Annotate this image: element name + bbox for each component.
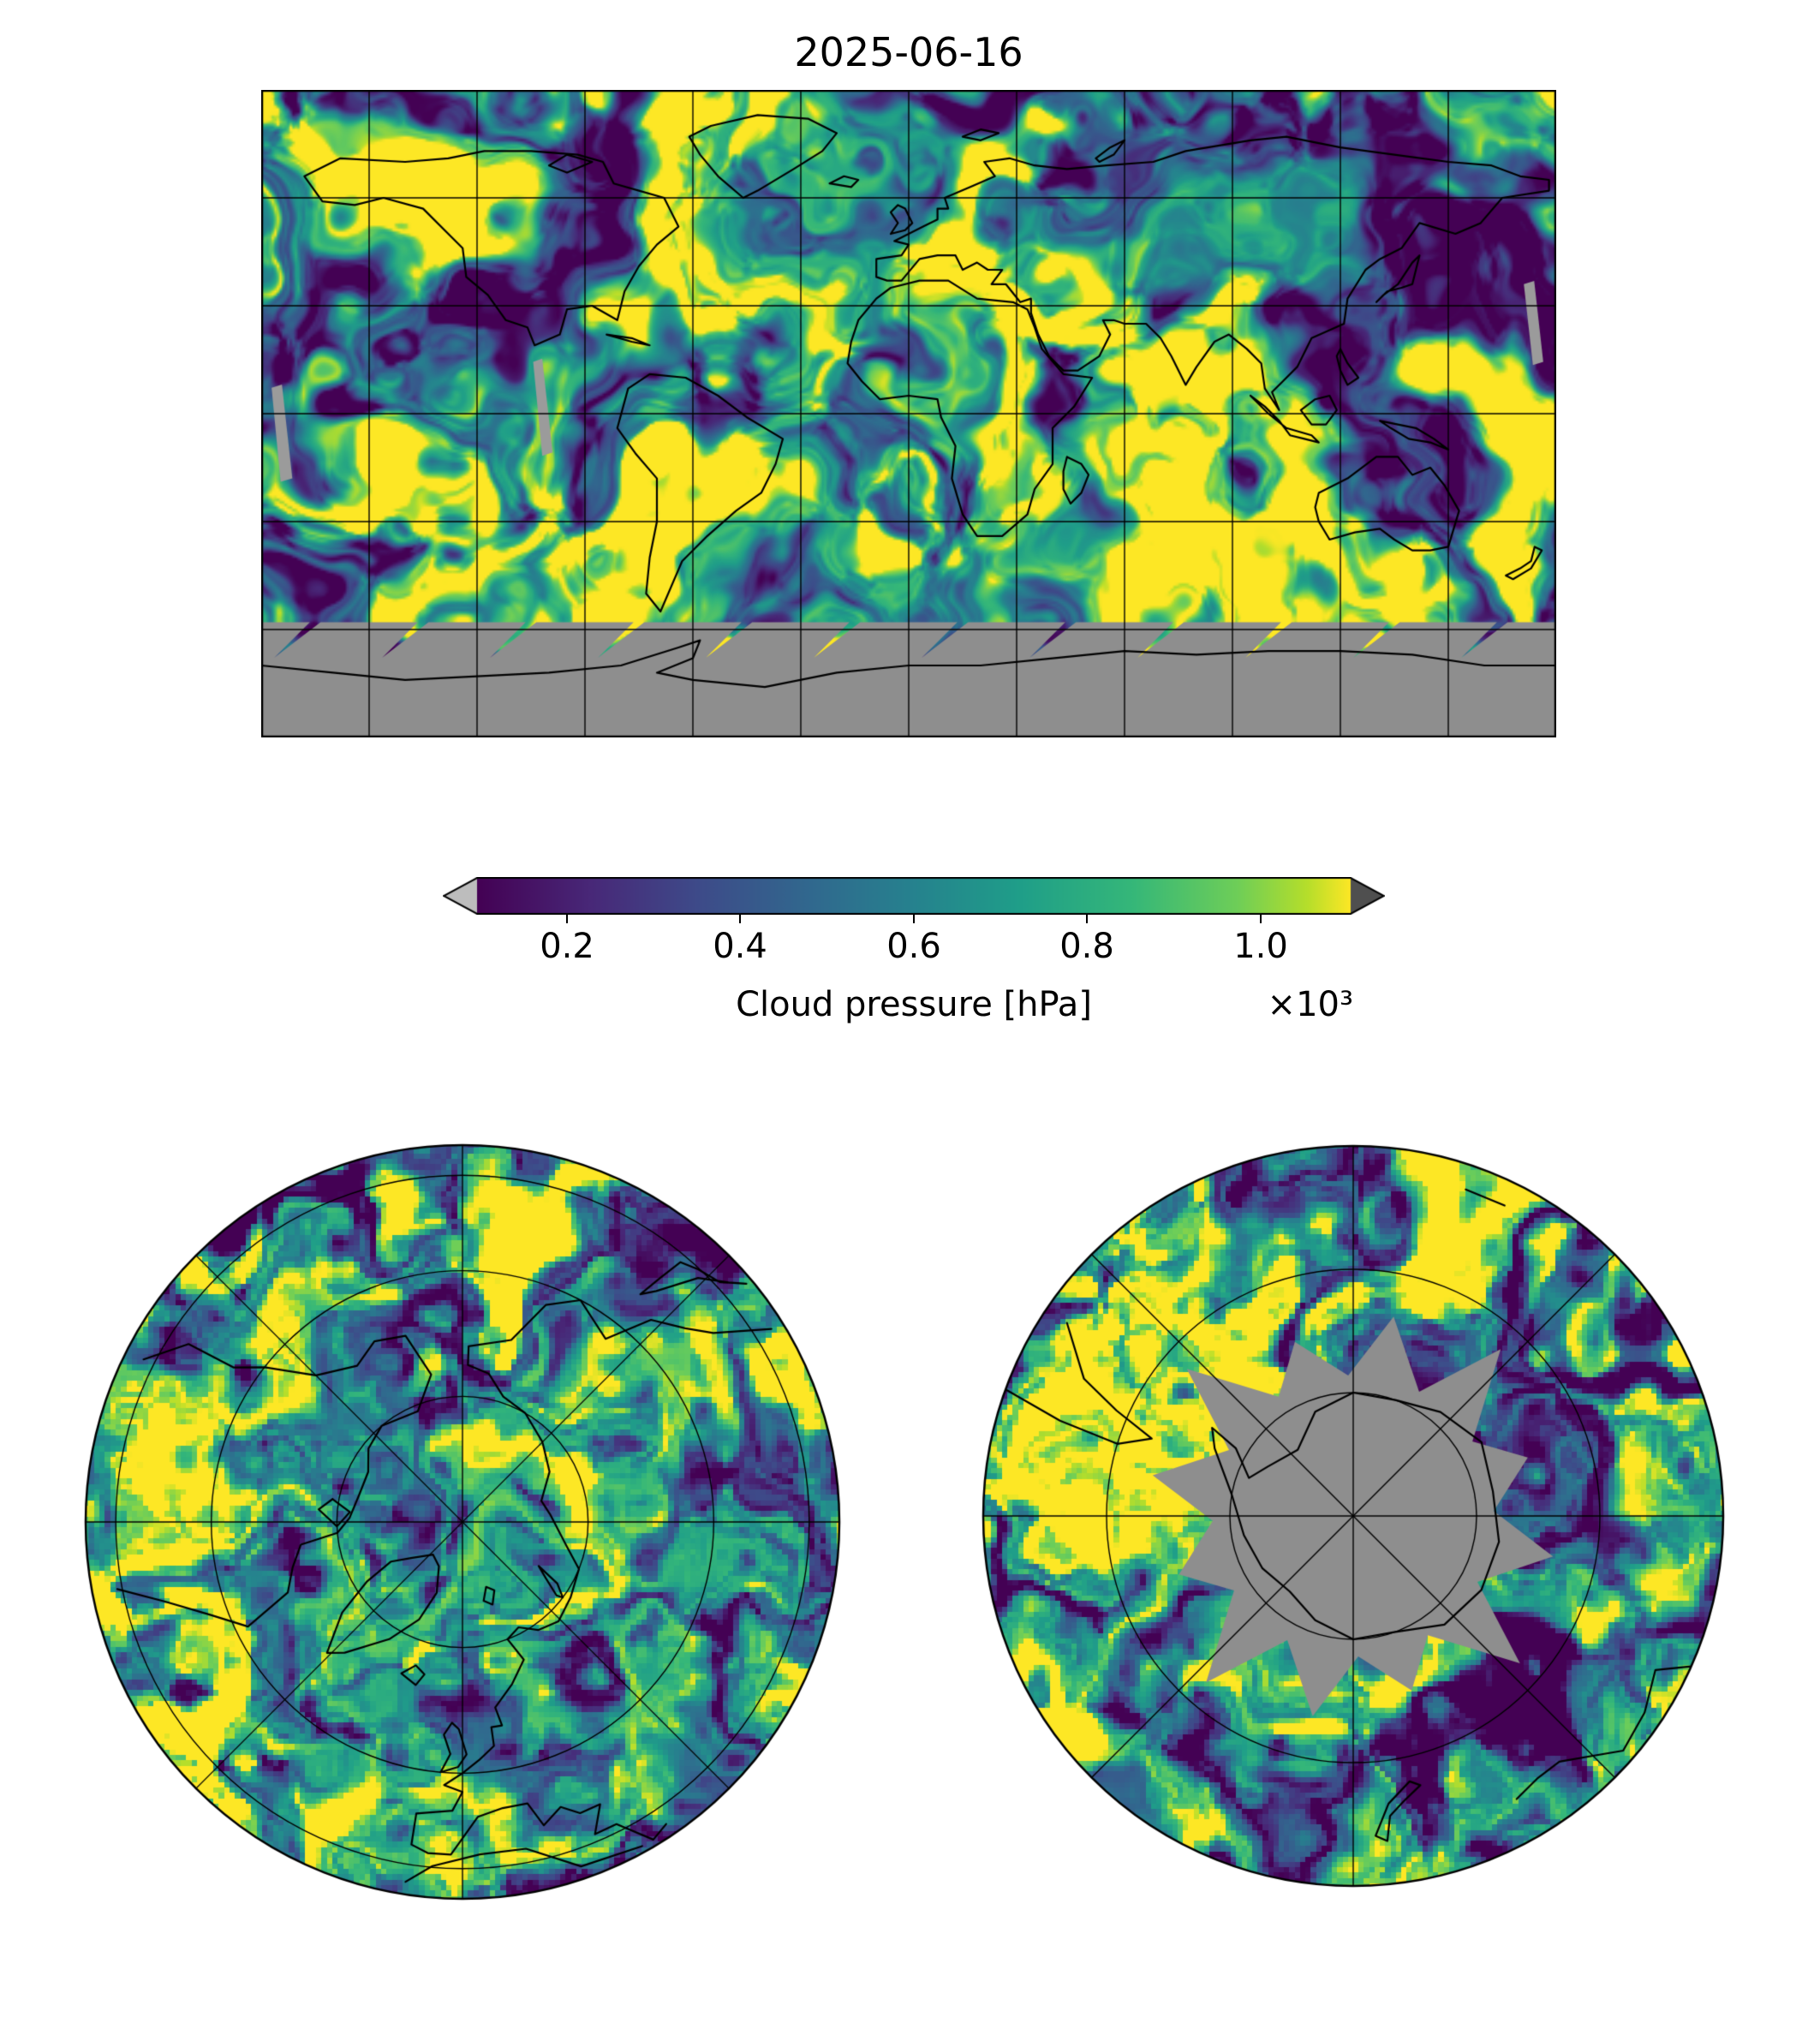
colorbar-tick-label: 1.0 [1233, 927, 1288, 966]
south-polar-map [981, 1143, 1726, 1889]
colorbar-tick-label: 0.2 [540, 927, 594, 966]
colorbar-tick [566, 915, 568, 923]
figure-title: 2025-06-16 [794, 29, 1023, 75]
colorbar [443, 877, 1385, 915]
colorbar-multiplier: ×10³ [1267, 985, 1353, 1024]
colorbar-tick-label: 0.4 [713, 927, 767, 966]
colorbar-tick [1260, 915, 1262, 923]
colorbar-label: Cloud pressure [hPa] [736, 985, 1092, 1024]
north-polar-map [83, 1143, 842, 1901]
colorbar-tick-label: 0.6 [886, 927, 941, 966]
colorbar-tick-label: 0.8 [1059, 927, 1114, 966]
colorbar-tick [739, 915, 741, 923]
colorbar-tick [913, 915, 915, 923]
colorbar-tick [1086, 915, 1088, 923]
global-map [261, 90, 1556, 737]
